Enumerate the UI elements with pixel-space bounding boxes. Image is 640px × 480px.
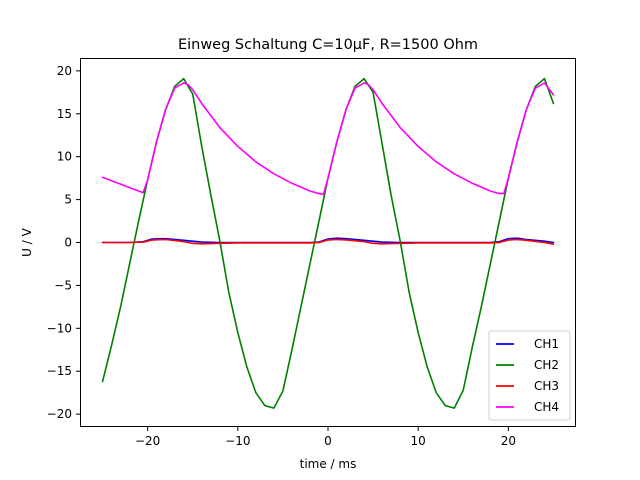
y-tick-label: 15 [57,107,72,121]
y-tick-label: 10 [57,150,72,164]
y-tick-label: 5 [64,193,72,207]
y-tick-label: −20 [47,407,72,421]
y-tick-label: −5 [54,278,72,292]
x-tick-label: −10 [225,434,250,448]
x-axis-label: time / ms [300,457,357,471]
y-tick-label: −15 [47,364,72,378]
axis-layer: −20 −10 0 10 20 −20 −15 −10 −5 0 5 10 15 20 [47,64,516,448]
chart-title: Einweg Schaltung C=10µF, R=1500 Ohm [178,37,478,53]
series-line-ch1 [101,237,555,244]
x-tick-label: 0 [324,434,332,448]
y-tick-label: −10 [47,321,72,335]
legend-label-ch2: CH2 [534,358,559,372]
x-tick-label: 10 [411,434,426,448]
y-axis-label: U / V [20,227,34,256]
series-line-ch4 [101,82,555,196]
legend-box [488,330,571,421]
legend: CH1 CH2 CH3 CH4 [488,330,571,421]
legend-label-ch4: CH4 [534,400,559,414]
y-tick-label: 20 [57,64,72,78]
series-layer [101,77,555,409]
series-line-ch3 [101,238,555,246]
x-tick-label: 20 [501,434,516,448]
y-tick-label: 0 [64,236,72,250]
legend-label-ch1: CH1 [534,337,559,351]
x-tick-label: −20 [135,434,160,448]
plot-frame [80,58,576,427]
legend-label-ch3: CH3 [534,379,559,393]
